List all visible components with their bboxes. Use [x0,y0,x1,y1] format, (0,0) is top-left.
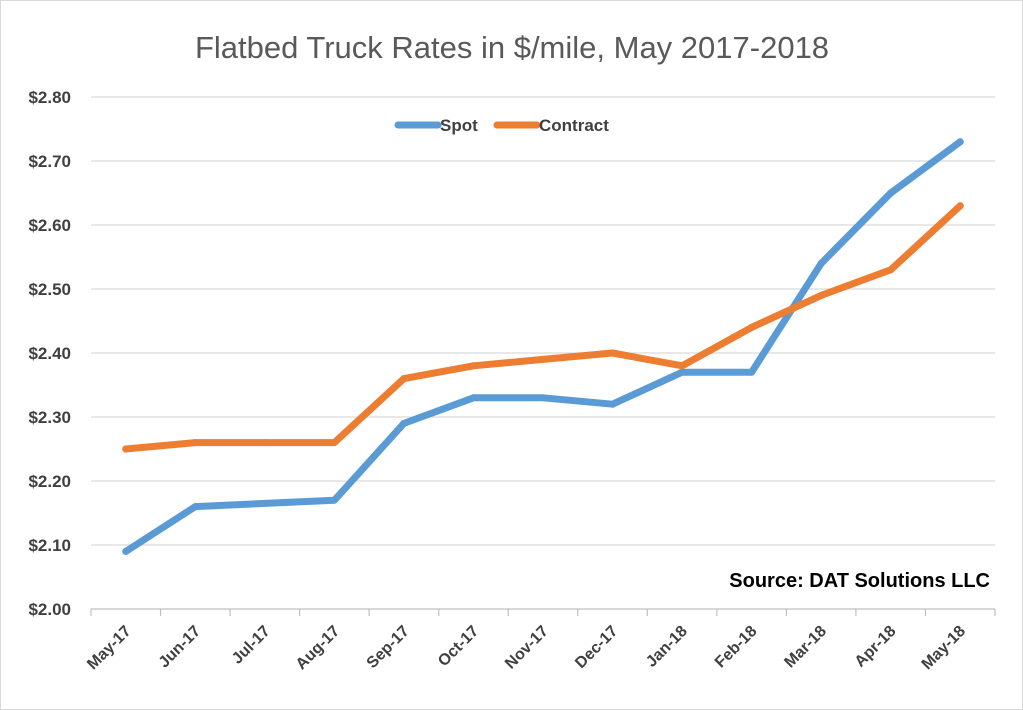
legend: Spot Contract [394,116,609,135]
data-point-contract [748,323,756,331]
y-tick-label: $2.10 [28,536,71,555]
y-tick-label: $2.50 [28,280,71,299]
series-line-spot [122,138,964,555]
x-tick-label: May-18 [919,623,969,673]
x-tick-label: Jul-17 [229,623,274,668]
x-axis: May-17 Jun-17 Jul-17 Aug-17 Sep-17 Oct-17 Nov-… [84,609,996,673]
x-tick-label: Aug-17 [293,623,343,673]
data-point-contract [122,445,130,453]
data-point-spot [261,499,269,507]
data-point-spot [748,368,756,376]
data-point-spot [122,547,130,555]
x-tick-label: May-17 [84,623,134,673]
data-point-spot [678,368,686,376]
legend-label-contract: Contract [539,116,609,135]
y-tick-label: $2.00 [28,600,71,619]
data-point-contract [469,362,477,370]
data-point-contract [817,291,825,299]
data-point-contract [261,439,269,447]
x-tick-label: Mar-18 [781,623,830,672]
x-tick-label: Jan-18 [643,623,691,671]
data-point-contract [539,355,547,363]
data-point-spot [887,189,895,197]
x-tick-label: Dec-17 [572,623,621,672]
chart-title: Flatbed Truck Rates in $/mile, May 2017-… [195,30,829,65]
data-point-contract [956,202,964,210]
y-tick-label: $2.40 [28,344,71,363]
data-point-spot [539,394,547,402]
x-tick-label: Sep-17 [364,623,413,672]
data-point-spot [330,496,338,504]
x-tick-label: Apr-18 [852,623,900,671]
gridlines [91,96,995,610]
data-point-contract [887,266,895,274]
legend-label-spot: Spot [440,116,478,135]
data-point-spot [609,400,617,408]
x-tick-label: Nov-17 [502,623,552,673]
data-point-spot [956,138,964,146]
y-tick-label: $2.70 [28,152,71,171]
data-point-contract [609,349,617,357]
x-tick-label: Oct-17 [435,623,482,670]
y-tick-label: $2.20 [28,472,71,491]
series-layer [122,138,964,555]
data-point-contract [678,362,686,370]
data-point-contract [330,439,338,447]
y-tick-label: $2.30 [28,408,71,427]
y-tick-label: $2.80 [28,88,71,107]
source-annotation: Source: DAT Solutions LLC [729,570,990,592]
x-tick-label: Feb-18 [712,623,761,672]
data-point-contract [191,439,199,447]
data-point-spot [400,419,408,427]
y-tick-label: $2.60 [28,216,71,235]
x-tick-label: Jun-17 [156,623,205,672]
data-point-contract [400,375,408,383]
series-line-contract [122,202,964,453]
data-point-spot [469,394,477,402]
data-point-spot [817,259,825,267]
data-point-spot [191,503,199,511]
y-axis: $2.00 $2.10 $2.20 $2.30 $2.40 $2.50 $2.60 $2.70… [28,88,71,619]
